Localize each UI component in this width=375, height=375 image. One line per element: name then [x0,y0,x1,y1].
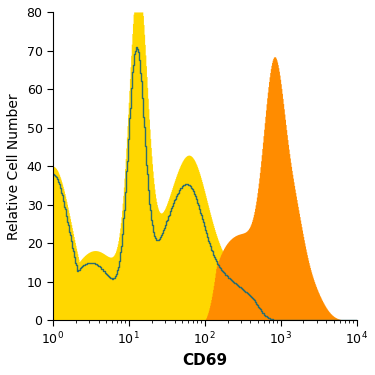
Y-axis label: Relative Cell Number: Relative Cell Number [7,93,21,240]
X-axis label: CD69: CD69 [182,353,227,368]
